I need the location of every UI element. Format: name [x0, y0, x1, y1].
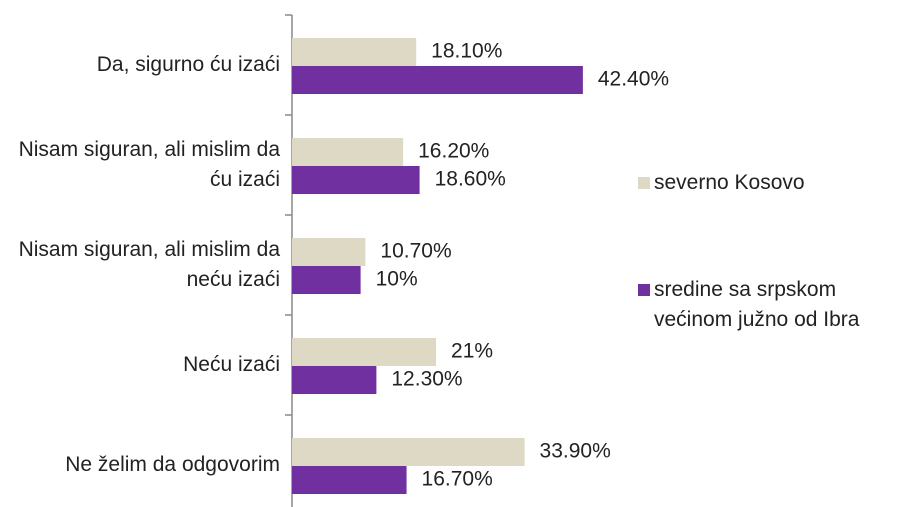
category-label: Da, sigurno ću izaći	[96, 53, 280, 76]
bar	[292, 38, 417, 66]
bar	[292, 138, 404, 166]
value-label: 18.10%	[431, 40, 502, 63]
legend-item: sredine sa srpskom većinom južno od Ibra	[638, 275, 898, 335]
value-label: 18.60%	[435, 168, 506, 191]
legend-label: severno Kosovo	[654, 171, 805, 194]
value-label: 12.30%	[391, 368, 462, 391]
bar	[292, 338, 437, 366]
legend-item: severno Kosovo	[638, 168, 898, 198]
bar	[292, 66, 583, 94]
value-label: 10%	[376, 268, 418, 291]
bar	[292, 466, 407, 494]
bar	[292, 438, 525, 466]
value-label: 33.90%	[540, 440, 611, 463]
category-label: Nisam siguran, ali mislim da neću izaći	[18, 238, 280, 291]
bar	[292, 166, 420, 194]
category-label: Ne želim da odgovorim	[65, 453, 280, 476]
category-label: Neću izaći	[183, 353, 280, 376]
legend-label: sredine sa srpskom većinom južno od Ibra	[654, 278, 860, 331]
value-label: 16.20%	[418, 140, 489, 163]
bar	[292, 238, 366, 266]
category-label: Nisam siguran, ali mislim da ću izaći	[18, 138, 280, 191]
value-label: 21%	[451, 340, 493, 363]
value-label: 42.40%	[598, 68, 669, 91]
bar	[292, 266, 361, 294]
bar	[292, 366, 377, 394]
value-label: 16.70%	[422, 468, 493, 491]
legend-swatch	[638, 284, 650, 296]
value-label: 10.70%	[380, 240, 451, 263]
legend-swatch	[638, 177, 650, 189]
